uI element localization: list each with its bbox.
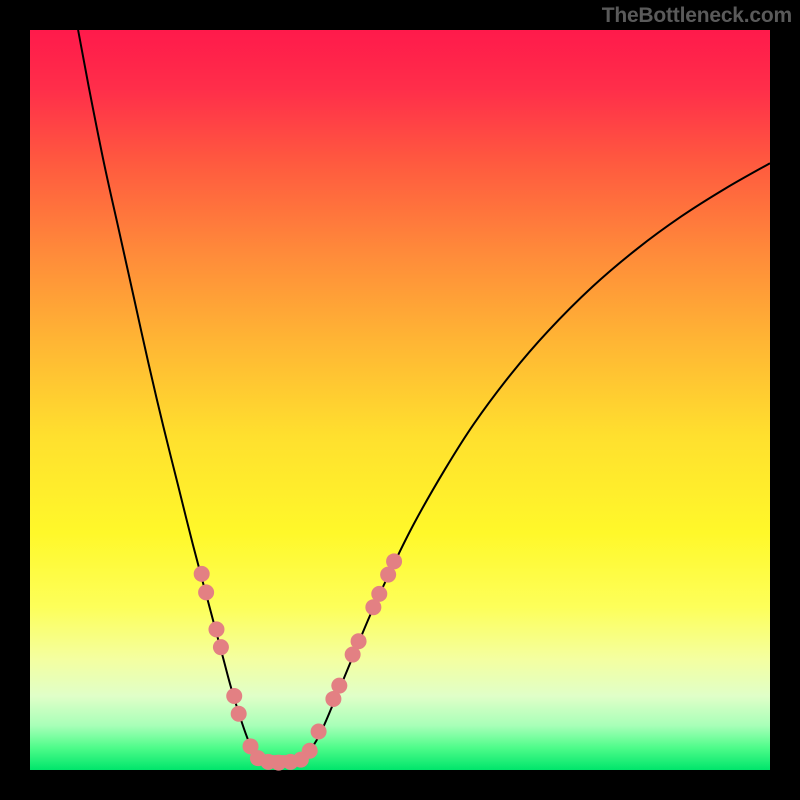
data-marker: [213, 639, 229, 655]
data-marker: [226, 688, 242, 704]
data-marker: [198, 584, 214, 600]
watermark-text: TheBottleneck.com: [602, 4, 792, 28]
data-marker: [231, 706, 247, 722]
data-marker: [194, 566, 210, 582]
data-marker: [386, 553, 402, 569]
data-marker: [311, 724, 327, 740]
data-marker: [302, 743, 318, 759]
data-marker: [208, 621, 224, 637]
data-marker: [351, 633, 367, 649]
data-marker: [371, 586, 387, 602]
data-marker: [331, 678, 347, 694]
chart-svg: [0, 0, 800, 800]
bottleneck-chart: [0, 0, 800, 800]
